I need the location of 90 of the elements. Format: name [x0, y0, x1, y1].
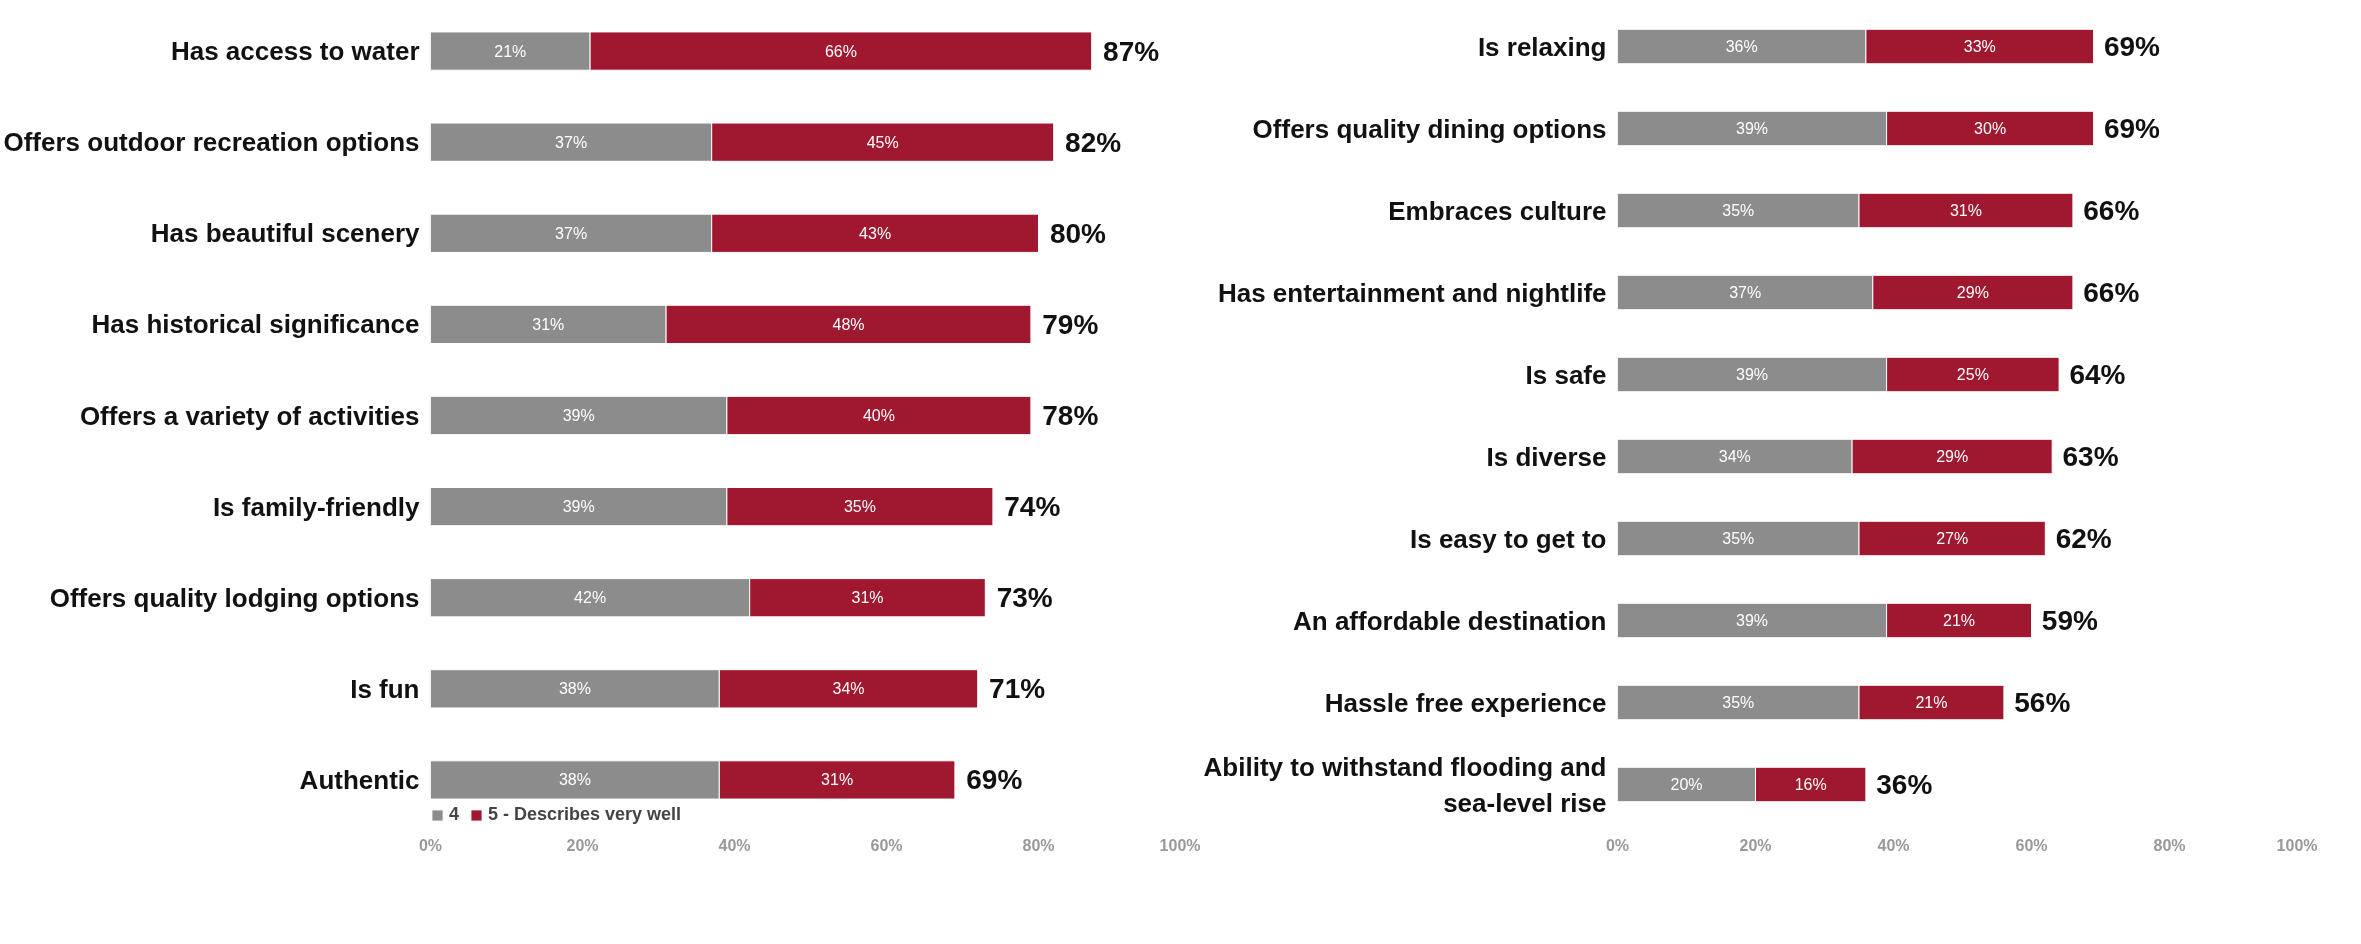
data-label: 21% [1915, 694, 1948, 711]
total-label: 73% [996, 582, 1053, 614]
data-label: 37% [555, 224, 588, 242]
y-tick-label: Is family-friendly [212, 491, 421, 522]
total-label: 78% [1042, 400, 1099, 431]
total-label: 79% [1042, 308, 1099, 340]
legend-label: 4 [449, 804, 460, 825]
y-tick-label: Is diverse [1486, 441, 1607, 472]
data-label: 37% [1729, 284, 1762, 301]
y-tick-label: Authentic [299, 764, 420, 795]
y-tick-label: Hassle free experience [1324, 687, 1607, 718]
y-tick-label: Offers a variety of activities [79, 400, 420, 431]
data-label: 43% [859, 224, 892, 242]
data-label: 29% [1936, 448, 1969, 465]
data-label: 25% [1956, 366, 1989, 383]
total-label: 64% [2069, 359, 2126, 390]
legend-label: 5 - Describes very well [488, 804, 682, 825]
x-tick-label: 40% [718, 836, 751, 854]
total-label: 69% [2103, 113, 2161, 144]
data-label: 31% [532, 315, 565, 333]
data-label: 29% [1956, 284, 1989, 301]
total-label: 82% [1065, 126, 1122, 158]
total-label: 80% [1049, 217, 1107, 249]
total-label: 62% [2055, 523, 2112, 554]
total-label: 66% [2083, 195, 2140, 226]
data-label: 21% [494, 42, 527, 60]
total-label: 74% [1004, 491, 1061, 523]
y-tick-label: Is fun [350, 673, 420, 704]
total-label: 36% [1876, 769, 1933, 800]
data-label: 35% [1722, 202, 1755, 219]
total-label: 69% [966, 764, 1023, 796]
x-tick-label: 20% [1739, 836, 1772, 854]
data-label: 35% [1722, 530, 1755, 547]
x-tick-label: 20% [566, 836, 599, 854]
x-tick-label: 80% [2153, 836, 2186, 854]
y-tick-label: Has access to water [170, 36, 420, 67]
x-tick-label: 100% [1159, 836, 1201, 854]
data-label: 16% [1794, 776, 1827, 793]
data-label: 39% [562, 498, 595, 516]
data-label: 39% [1736, 366, 1769, 383]
data-label: 27% [1936, 530, 1969, 547]
data-label: 39% [562, 407, 595, 424]
data-label: 31% [851, 589, 884, 607]
data-label: 37% [555, 133, 588, 151]
data-label: 35% [1722, 694, 1755, 711]
y-tick-label: Has historical significance [91, 309, 420, 340]
y-tick-label: An affordable destination [1293, 605, 1607, 636]
data-label: 31% [1949, 202, 1982, 219]
y-tick-label: Embraces culture [1388, 195, 1607, 226]
data-label: 39% [1736, 612, 1769, 629]
total-label: 87% [1103, 35, 1160, 67]
x-tick-label: 60% [870, 836, 903, 854]
data-label: 31% [821, 771, 854, 789]
data-label: 39% [1736, 120, 1769, 137]
total-label: 59% [2041, 605, 2098, 636]
data-label: 30% [1974, 120, 2007, 137]
y-tick-label: Has beautiful scenery [150, 218, 421, 249]
x-tick-label: 80% [1022, 836, 1055, 854]
y-tick-label: Offers outdoor recreation options [3, 127, 420, 158]
x-tick-label: 100% [2276, 836, 2318, 854]
data-label: 38% [558, 771, 591, 789]
data-label: 34% [832, 680, 865, 698]
data-label: 38% [558, 680, 591, 698]
x-tick-label: 0% [418, 836, 443, 854]
total-label: 63% [2062, 441, 2119, 472]
data-label: 20% [1670, 776, 1703, 793]
x-tick-label: 0% [1605, 836, 1630, 854]
y-tick-label: Is easy to get to [1410, 523, 1607, 554]
total-label: 56% [2014, 687, 2071, 718]
y-tick-label: Offers quality lodging options [49, 582, 420, 613]
y-tick-label: Offers quality dining options [1252, 113, 1607, 144]
data-label: 21% [1943, 612, 1976, 629]
data-label: 34% [1718, 448, 1751, 465]
y-tick-label: Ability to withstand flooding and sea-level rise [1203, 751, 1607, 818]
data-label: 45% [866, 133, 899, 151]
total-label: 66% [2083, 277, 2140, 308]
data-label: 35% [843, 498, 876, 516]
total-label: 71% [989, 673, 1046, 705]
y-tick-label: Is safe [1525, 359, 1607, 390]
data-label: 66% [824, 42, 857, 60]
y-tick-label: Has entertainment and nightlife [1217, 277, 1607, 308]
data-label: 42% [574, 589, 607, 607]
total-label: 69% [2103, 31, 2161, 62]
x-tick-label: 40% [1877, 836, 1910, 854]
x-tick-label: 60% [2015, 836, 2048, 854]
data-label: 40% [862, 407, 895, 424]
data-label: 33% [1963, 38, 1996, 55]
y-tick-label: Is relaxing [1477, 31, 1607, 62]
data-label: 48% [832, 315, 865, 333]
data-label: 36% [1725, 38, 1758, 55]
